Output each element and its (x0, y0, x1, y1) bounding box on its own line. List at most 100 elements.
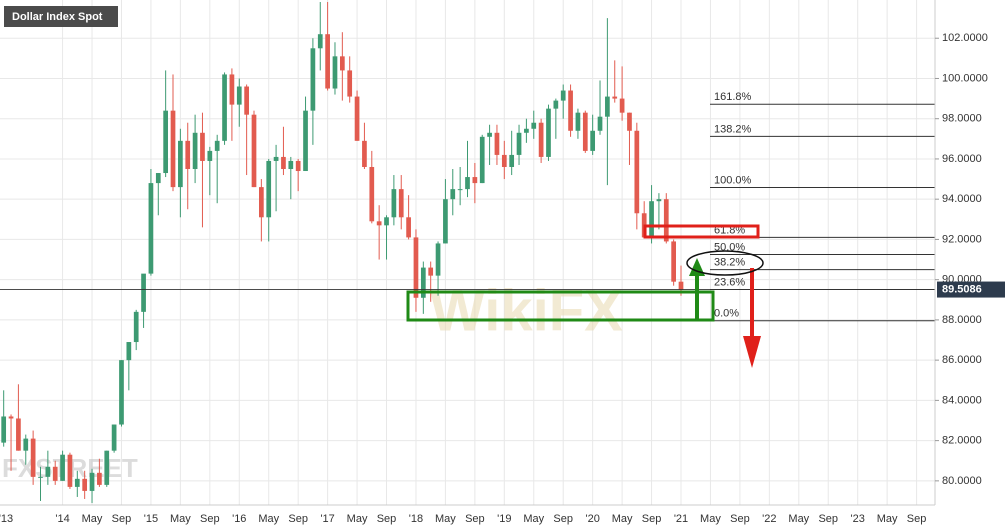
candle-body (384, 217, 389, 226)
candle-body (663, 199, 669, 242)
x-tick-label: Sep (200, 513, 220, 525)
candle-body (214, 140, 220, 151)
x-tick-label: '22 (762, 513, 776, 525)
candle-body (413, 237, 419, 298)
candle-body (207, 150, 213, 161)
watermark: WikiFX (430, 278, 623, 343)
x-tick-label: '18 (409, 513, 423, 525)
down-arrow-head (743, 336, 761, 368)
x-tick-label: '23 (851, 513, 865, 525)
candle-body (406, 217, 411, 238)
x-tick-label: May (170, 513, 191, 525)
candle-body (590, 130, 596, 151)
candle-body (163, 110, 169, 174)
candle-body (339, 56, 345, 71)
x-tick-label: Sep (553, 513, 573, 525)
candle-body (605, 96, 610, 117)
candle-body (671, 241, 676, 282)
candle-body (501, 154, 507, 167)
candle-body (487, 132, 492, 137)
candle-body (509, 154, 515, 167)
candle-body (119, 360, 124, 425)
y-tick-label: 94.0000 (942, 193, 982, 205)
candle-body (288, 160, 294, 170)
chart-title: Dollar Index Spot (12, 11, 103, 23)
fib-label: 161.8% (714, 91, 752, 103)
candle-body (192, 132, 198, 170)
candle-body (597, 116, 603, 131)
candle-body (376, 221, 382, 226)
x-tick-label: May (612, 513, 633, 525)
candle-body (560, 90, 566, 101)
y-tick-label: 88.0000 (942, 314, 982, 326)
y-tick-label: 80.0000 (942, 475, 982, 487)
y-tick-label: 86.0000 (942, 354, 982, 366)
x-tick-label: May (347, 513, 368, 525)
candle-body (236, 86, 242, 105)
support-box (406, 290, 715, 322)
candle-body (450, 189, 456, 200)
candle-body (516, 132, 522, 155)
candle-body (133, 311, 139, 343)
candle-body (104, 450, 110, 485)
candle-body (60, 454, 65, 481)
candle-body (472, 177, 478, 184)
x-tick-label: Sep (907, 513, 927, 525)
x-tick-label: '20 (585, 513, 599, 525)
candle-body (23, 438, 29, 451)
candle-body (281, 156, 286, 170)
x-tick-label: Sep (642, 513, 662, 525)
candle-body (38, 476, 43, 478)
candle-body (391, 189, 397, 218)
x-tick-label: May (82, 513, 103, 525)
x-tick-label: May (523, 513, 544, 525)
fib-label: 138.2% (714, 123, 752, 135)
candle-body (8, 416, 14, 419)
candle-body (656, 199, 662, 202)
candle-body (369, 166, 375, 222)
candle-body (170, 110, 176, 188)
x-tick-label: May (788, 513, 809, 525)
fib-label: 23.6% (714, 276, 745, 288)
plot: 161.8%138.2%100.0%61.8%50.0%38.2%23.6%0.… (0, 2, 935, 503)
x-tick-label: Sep (112, 513, 132, 525)
candle-body (479, 136, 485, 184)
candle-body (332, 56, 338, 89)
candle-body (347, 70, 353, 97)
fib-label: 100.0% (714, 174, 752, 186)
candle-body (317, 34, 323, 49)
x-tick-label: May (435, 513, 456, 525)
candle-body (531, 122, 537, 129)
y-tick-label: 100.0000 (942, 72, 988, 84)
x-tick-label: '17 (320, 513, 334, 525)
candle-body (178, 140, 183, 188)
candle-body (89, 472, 95, 491)
candle-body (222, 74, 227, 141)
candle-body (678, 281, 684, 290)
x-tick-label: '16 (232, 513, 246, 525)
fib-label: 38.2% (714, 257, 745, 269)
last-price-box (937, 281, 1005, 298)
candle-body (303, 110, 308, 172)
candle-body (310, 48, 316, 111)
candle-body (266, 160, 272, 218)
candle-body (295, 160, 301, 172)
candle-body (362, 140, 367, 167)
candle-body (155, 173, 161, 184)
candle-body (111, 424, 117, 451)
candle-body (97, 472, 102, 485)
candle-body (457, 189, 463, 191)
y-tick-label: 92.0000 (942, 233, 982, 245)
candle-body (354, 96, 360, 141)
candle-body (612, 96, 618, 99)
candle-body (148, 183, 154, 274)
candle-body (325, 34, 330, 89)
candle-body (553, 100, 559, 109)
annotations (406, 224, 764, 368)
candle-body (30, 438, 36, 477)
candle-body (1, 416, 7, 443)
title-box (4, 6, 118, 27)
candle-body (443, 199, 448, 244)
highlight-ellipse (686, 250, 764, 276)
